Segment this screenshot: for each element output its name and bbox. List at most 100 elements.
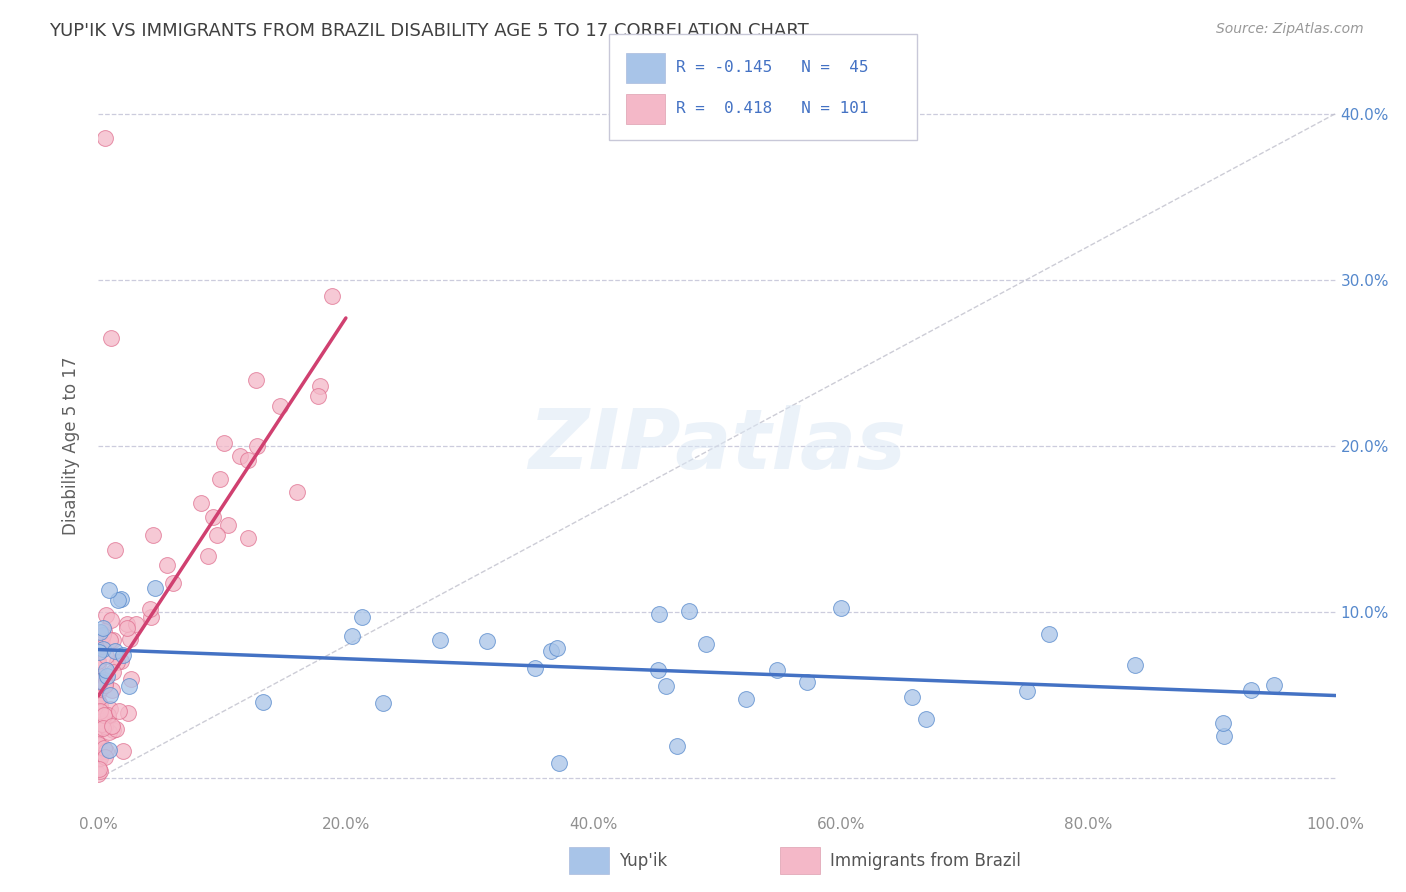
Point [97,582,120,597]
Point [87,657,110,672]
Point [1212,715,1234,730]
Point [285,485,308,500]
Point [89,705,111,719]
Point [901,690,924,705]
Point [89,698,111,712]
Point [217,518,239,533]
Point [269,400,291,414]
Point [229,450,252,464]
Point [915,712,938,726]
Point [87,752,110,766]
Point [143,581,166,595]
Point [93,741,115,756]
Point [110,654,132,668]
Point [655,679,678,693]
Point [139,610,162,624]
Point [90,744,112,758]
Point [87,673,110,688]
Point [87,701,110,715]
Point [546,640,568,655]
Point [110,591,132,606]
Point [104,644,127,658]
Point [93,673,115,688]
Point [87,766,110,780]
Point [100,331,122,345]
Point [87,745,110,759]
Point [429,632,451,647]
Point [89,704,111,718]
Text: Source: ZipAtlas.com: Source: ZipAtlas.com [1216,22,1364,37]
Point [475,634,498,648]
Point [100,683,122,698]
Point [118,679,141,693]
Point [94,648,117,663]
Point [190,495,212,509]
Point [87,722,110,736]
Point [94,708,117,723]
Point [201,510,224,524]
Point [238,532,260,546]
Point [156,558,179,573]
Point [94,678,117,692]
Point [678,604,700,618]
Point [107,593,129,607]
Point [101,719,124,733]
Point [90,681,112,695]
Text: Yup'ik: Yup'ik [619,852,666,870]
Point [91,642,114,657]
Point [91,633,114,648]
Point [97,707,120,722]
Point [245,373,267,387]
Point [93,676,115,690]
Point [87,629,110,643]
Point [91,639,114,653]
Point [246,439,269,453]
Point [87,696,110,710]
Point [96,669,118,683]
Point [87,738,110,752]
Point [197,549,219,564]
Point [89,645,111,659]
Point [87,700,110,714]
Point [139,602,162,616]
Point [93,749,115,764]
Point [89,711,111,725]
Point [104,543,127,558]
Point [666,739,689,753]
Point [162,575,184,590]
Point [1263,678,1285,692]
Point [115,617,138,632]
Point [830,601,852,615]
Point [87,721,110,735]
Text: R = -0.145   N =  45: R = -0.145 N = 45 [676,61,869,75]
Point [100,613,122,627]
Point [89,750,111,764]
Point [205,528,228,542]
Point [1015,683,1038,698]
Point [93,719,115,733]
Point [236,453,259,467]
Point [1038,627,1060,641]
Point [209,472,232,486]
Point [647,663,669,677]
Text: YUP'IK VS IMMIGRANTS FROM BRAZIL DISABILITY AGE 5 TO 17 CORRELATION CHART: YUP'IK VS IMMIGRANTS FROM BRAZIL DISABIL… [49,22,808,40]
Point [120,672,142,686]
Point [94,663,117,677]
Point [548,756,571,770]
Point [87,705,110,719]
Y-axis label: Disability Age 5 to 17: Disability Age 5 to 17 [62,357,80,535]
Point [115,621,138,635]
Point [111,648,134,662]
Point [87,715,110,730]
Point [87,668,110,682]
Point [94,608,117,623]
Point [766,663,789,677]
Point [340,630,363,644]
Point [87,737,110,751]
Point [118,632,141,646]
Point [93,624,115,638]
Point [93,628,115,642]
Point [524,661,547,675]
Point [101,723,124,738]
Point [212,436,235,450]
